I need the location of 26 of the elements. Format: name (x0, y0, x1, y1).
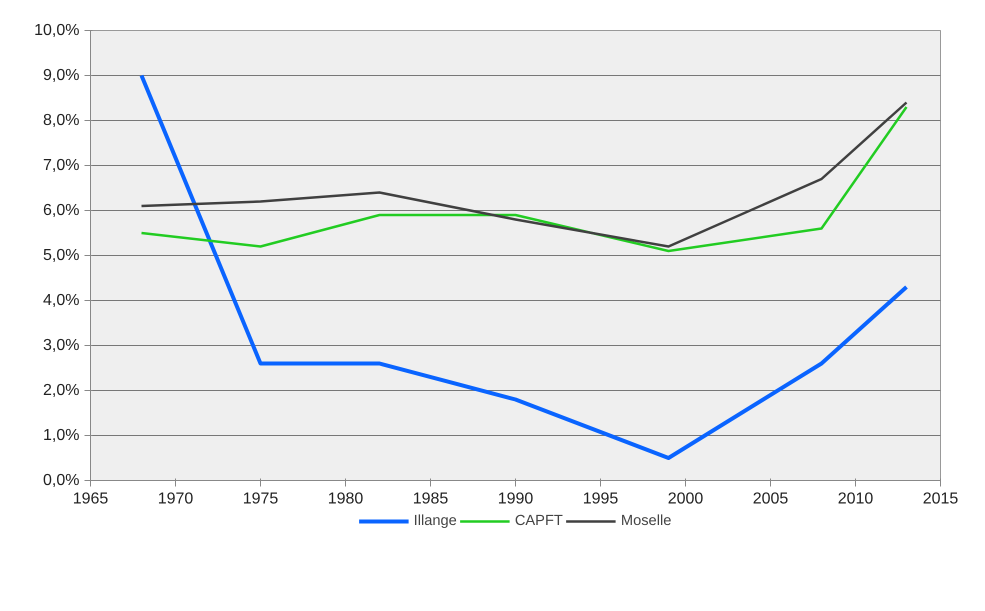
x-tick-label: 1985 (412, 490, 448, 508)
y-tick-label: 2,0% (43, 382, 80, 399)
x-tick-label: 1990 (498, 490, 534, 508)
line-series (140, 74, 908, 460)
legend-label: Illange (414, 513, 457, 529)
y-tick-label: 4,0% (43, 292, 80, 309)
y-tick-label: 1,0% (43, 427, 80, 444)
y-tick-label: 8,0% (43, 112, 80, 129)
x-tick-label: 1980 (328, 490, 364, 508)
y-tick-label: 7,0% (43, 157, 80, 174)
x-tick-label: 2010 (838, 490, 874, 508)
y-tick-label: 10,0% (34, 22, 80, 39)
y-tick-label: 3,0% (43, 337, 80, 354)
x-tick-label: 2005 (752, 490, 788, 508)
legend-label: CAPFT (514, 513, 563, 529)
legend-label: Moselle (620, 513, 672, 529)
y-tick-label: 5,0% (43, 247, 80, 264)
x-tick-label: 1975 (242, 490, 278, 508)
y-tick-label: 9,0% (43, 67, 80, 84)
x-tick-label: 1995 (582, 490, 618, 508)
x-tick-label: 1965 (72, 490, 108, 508)
y-tick-label: 6,0% (43, 202, 80, 219)
y-tick-label: 0,0% (43, 472, 80, 489)
x-tick-label: 2015 (922, 490, 958, 508)
x-tick-label: 1970 (158, 490, 194, 508)
x-tick-label: 2000 (668, 490, 704, 508)
